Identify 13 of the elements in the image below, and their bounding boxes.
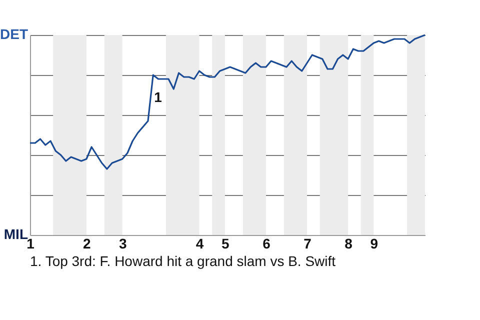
text: DET xyxy=(0,26,28,42)
x-tick-label: 5 xyxy=(222,236,230,252)
x-tick-label: 1 xyxy=(26,236,35,252)
annotation: 1 xyxy=(154,89,162,105)
x-tick-label: 3 xyxy=(118,236,127,252)
x-tick-label: 8 xyxy=(344,236,353,252)
x-tick-label: 2 xyxy=(83,236,92,252)
x-tick-label: 9 xyxy=(370,236,378,252)
text: MIL xyxy=(4,226,28,242)
x-tick-label: 6 xyxy=(262,236,271,252)
x-tick-label: 7 xyxy=(304,236,312,252)
text: 1. Top 3rd: F. Howard hit a grand slam vs B. Swift xyxy=(30,253,336,269)
x-tick-label: 4 xyxy=(196,236,204,252)
